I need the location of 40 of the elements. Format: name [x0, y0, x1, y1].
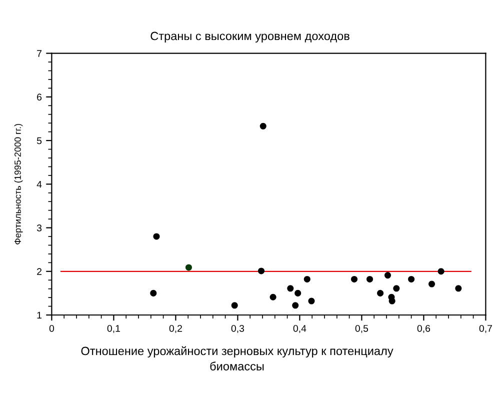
point	[308, 298, 315, 304]
point	[455, 285, 462, 292]
point	[270, 294, 276, 300]
chart-title: Страны с высоким уровнем доходов	[150, 32, 350, 42]
point	[287, 285, 294, 292]
point	[393, 285, 400, 292]
y-tick-label: 5	[36, 137, 42, 144]
x-tick-label: 0,3	[231, 324, 244, 334]
x-tick-label: 0,5	[355, 324, 368, 334]
x-tick-label: 0,6	[417, 324, 430, 334]
point	[384, 272, 391, 279]
x-tick-label: 0,7	[479, 324, 492, 334]
point	[428, 280, 436, 288]
point	[304, 276, 310, 282]
y-tick-label: 6	[37, 94, 42, 101]
point	[150, 290, 157, 296]
point	[258, 268, 265, 274]
point	[351, 276, 358, 282]
point	[185, 264, 192, 271]
y-tick-label: 1	[37, 312, 42, 319]
y-tick-label: 7	[37, 50, 42, 57]
y-tick-label: 4	[36, 180, 42, 188]
x-tick-label: 0,2	[169, 324, 182, 334]
x-tick-label: 0,1	[107, 324, 120, 334]
y-tick-label: 3	[36, 224, 42, 232]
point	[153, 233, 160, 240]
point	[292, 302, 299, 309]
x-tick-label: 0	[49, 324, 54, 332]
point	[231, 302, 238, 309]
point	[294, 290, 302, 296]
point	[438, 268, 444, 275]
y-tick-label: 2	[37, 268, 42, 275]
y-axis-title: Фертильность (1995-2000 гг.)	[14, 124, 23, 244]
x-axis-title: Отношение урожайности зерновых культур к потенциалу биомассы	[81, 346, 394, 370]
point	[366, 276, 374, 282]
point	[388, 298, 396, 304]
point	[408, 276, 415, 282]
point	[260, 122, 266, 130]
x-tick-label: 0,4	[293, 324, 306, 334]
point	[377, 290, 384, 296]
